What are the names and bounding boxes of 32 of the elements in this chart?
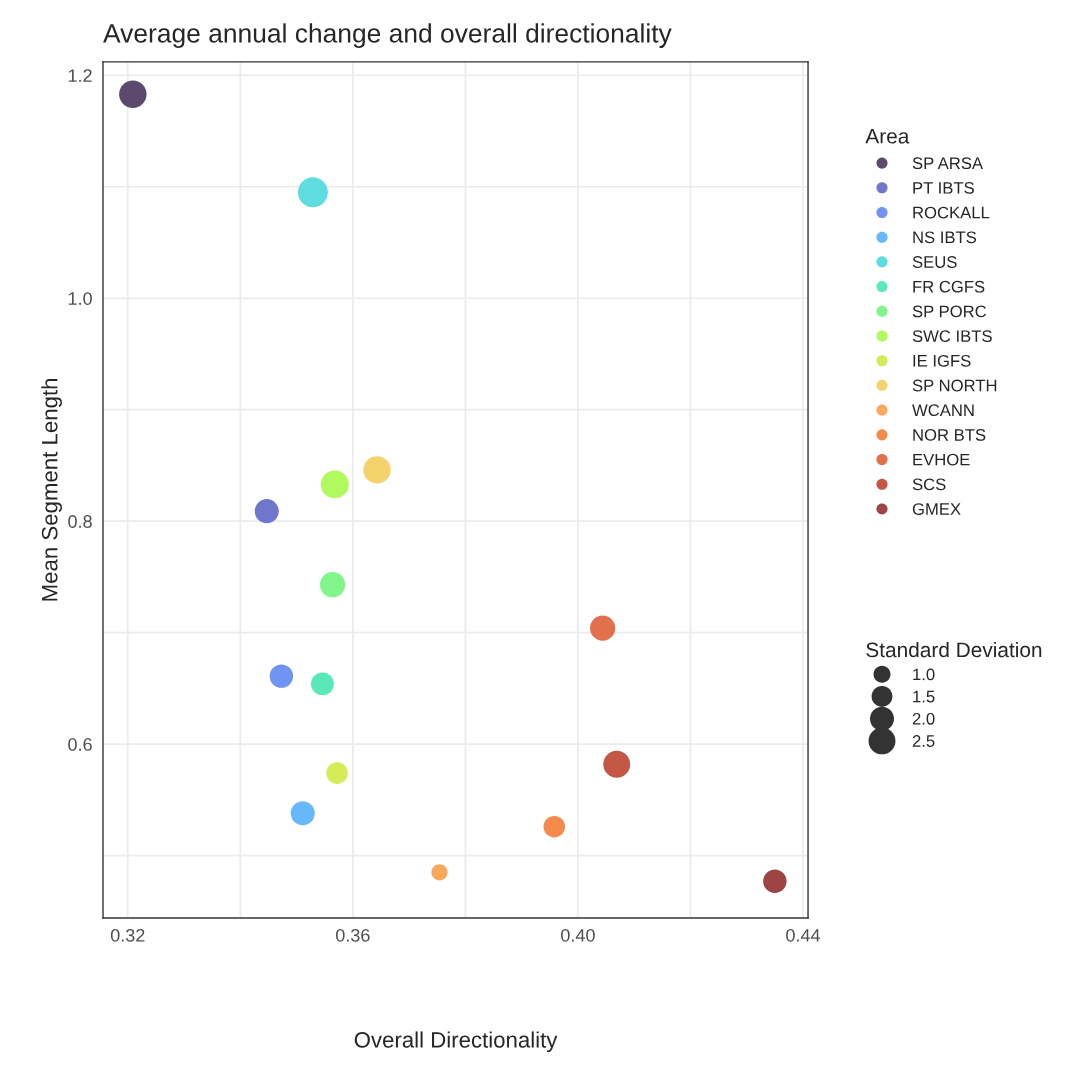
legend-label: WCANN: [912, 404, 974, 417]
y-tick-label: 1.0: [68, 292, 92, 305]
x-axis-title: Overall Directionality: [354, 1031, 558, 1053]
legend-label: EVHOE: [913, 453, 970, 466]
legend-label: SCS: [912, 478, 946, 491]
y-tick-label: 0.8: [68, 515, 92, 528]
text: Standard Deviation: [866, 641, 1042, 658]
legend-label: SP NORTH: [912, 379, 997, 392]
x-tick-label: 0.44: [786, 928, 821, 942]
legend-title: Area: [865, 129, 910, 144]
x-tick-label: 0.40: [561, 928, 595, 942]
y-axis-title: Mean Segment Length: [41, 378, 62, 601]
legend-label: SWC IBTS: [912, 330, 992, 343]
legend-label: SP PORC: [912, 305, 987, 318]
legend-label: IE IGFS: [913, 354, 971, 367]
legend-label: ROCKALL: [913, 206, 990, 219]
x-tick-label: 0.36: [335, 928, 370, 942]
y-tick-label: 0.6: [68, 738, 92, 751]
legend-label: SP ARSA: [912, 157, 984, 170]
legend-label: 2.0: [912, 712, 935, 725]
y-tick-label: 1.2: [68, 69, 92, 82]
legend-label: FR CGFS: [913, 280, 985, 293]
chart-title: Average annual change and overall directionality: [103, 23, 672, 48]
legend-label: GMEX: [912, 503, 961, 515]
legend-label: SEUS: [912, 256, 957, 268]
legend-label: 2.5: [912, 735, 935, 747]
legend-label: 1.5: [913, 690, 935, 703]
legend-label: 1.0: [913, 668, 935, 681]
legend-label: NS IBTS: [913, 231, 977, 244]
legend-label: NOR BTS: [913, 429, 986, 441]
legend-label: PT IBTS: [913, 181, 974, 194]
x-tick-label: 0.32: [110, 928, 145, 942]
